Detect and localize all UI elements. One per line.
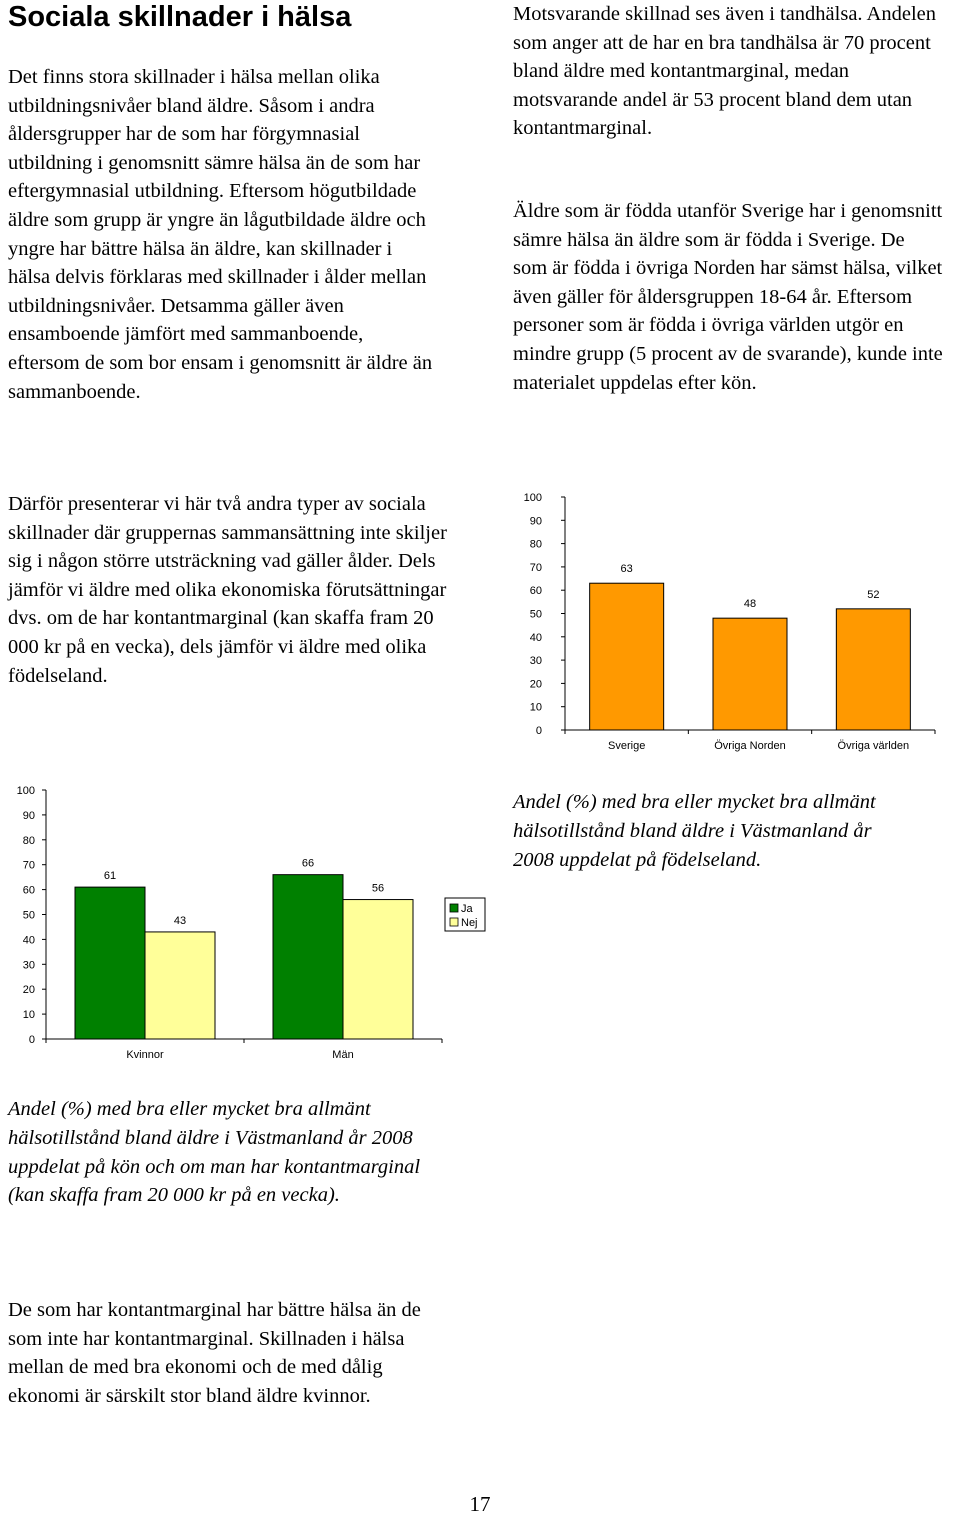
birth-country-chart-caption: Andel (%) med bra eller mycket bra allmä…	[513, 791, 876, 871]
x-tick-label: Män	[332, 1049, 353, 1061]
y-tick-label: 60	[23, 885, 35, 897]
conclusion-paragraph: De som har kontantmarginal har bättre hä…	[8, 1299, 421, 1407]
y-tick-label: 40	[23, 934, 35, 946]
x-tick-label: Kvinnor	[126, 1049, 164, 1061]
birth-country-bar-chart: 0 10 20 30 40 50 60 70 80 90 100 63 Sverige 48 Övriga…	[524, 492, 936, 752]
bar-män-ja	[272, 874, 344, 1040]
legend-swatch-ja	[449, 903, 459, 913]
y-tick-label: 100	[17, 785, 35, 797]
data-label: 43	[174, 915, 186, 927]
y-tick-label: 20	[23, 984, 35, 996]
y-tick-label: 70	[530, 562, 542, 574]
y-tick-label: 80	[23, 835, 35, 847]
y-tick-label: 90	[530, 515, 542, 527]
y-tick-label: 40	[530, 632, 542, 644]
legend-label-ja: Ja	[461, 903, 474, 915]
gender-margin-chart-caption: Andel (%) med bra eller mycket bra allmä…	[8, 1098, 421, 1207]
birth-country-paragraph: Äldre som är födda utanför Sverige har i…	[513, 200, 943, 394]
intro-paragraph: Det finns stora skillnader i hälsa mella…	[8, 66, 433, 403]
y-tick-label: 100	[524, 492, 542, 504]
second-paragraph: Därför presenterar vi här två andra type…	[8, 493, 447, 687]
data-label: 56	[372, 883, 384, 895]
page-number: 17	[469, 1492, 491, 1516]
bar-kvinnor-ja	[74, 886, 146, 1040]
bar-övriga-världen	[835, 608, 911, 731]
y-tick-label: 10	[23, 1009, 35, 1021]
data-label: 63	[621, 563, 633, 575]
y-tick-label: 90	[23, 810, 35, 822]
y-tick-label: 30	[530, 655, 542, 667]
y-tick-label: 20	[530, 678, 542, 690]
dental-health-paragraph: Motsvarande skillnad ses även i tandhäls…	[513, 3, 936, 140]
gender-margin-bar-chart: 0 10 20 30 40 50 60 70 80 90 100 61 43 Kvinnor 66 56 Mä…	[17, 785, 486, 1061]
data-label: 61	[104, 870, 116, 882]
y-tick-label: 70	[23, 860, 35, 872]
data-label: 48	[744, 598, 756, 610]
y-tick-label: 80	[530, 539, 542, 551]
y-tick-label: 30	[23, 959, 35, 971]
chart-legend: Ja Nej	[444, 897, 486, 932]
data-label: 66	[302, 858, 314, 870]
legend-label-nej: Nej	[461, 917, 478, 929]
y-tick-label: 50	[23, 910, 35, 922]
page-title: Sociala skillnader i hälsa	[8, 1, 352, 33]
y-tick-label: 10	[530, 702, 542, 714]
x-tick-label: Sverige	[608, 740, 645, 752]
bar-män-nej	[342, 899, 414, 1040]
legend-swatch-nej	[449, 917, 459, 927]
bar-övriga-norden	[712, 617, 788, 731]
bar-sverige	[589, 582, 665, 731]
x-tick-label: Övriga världen	[838, 740, 910, 752]
y-tick-label: 50	[530, 609, 542, 621]
data-label: 52	[867, 589, 879, 601]
y-tick-label: 0	[29, 1034, 35, 1046]
y-tick-label: 60	[530, 585, 542, 597]
x-tick-label: Övriga Norden	[714, 740, 786, 752]
y-tick-label: 0	[536, 725, 542, 737]
bar-kvinnor-nej	[144, 931, 216, 1040]
